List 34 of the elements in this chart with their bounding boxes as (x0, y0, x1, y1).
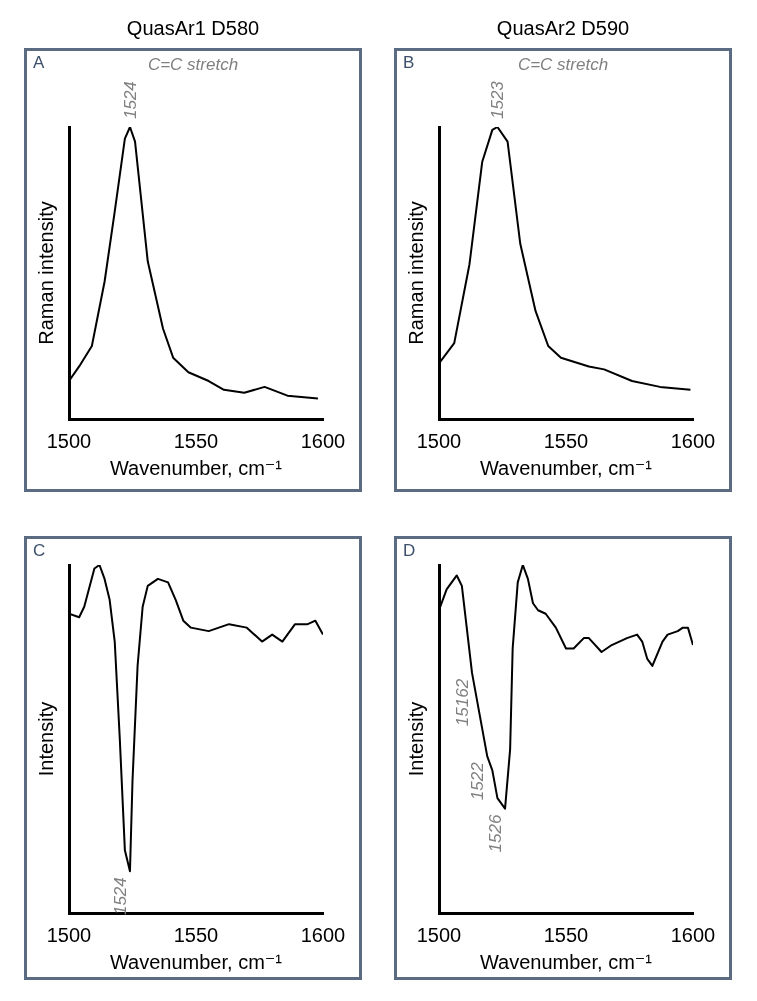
text: C (33, 541, 46, 561)
x-tick-label: 1500 (46, 429, 92, 452)
annotation: 1524 (120, 81, 140, 119)
text: A (33, 53, 45, 73)
x-tick-label: 1600 (300, 429, 346, 452)
x-tick-label: 1550 (173, 429, 219, 452)
x-tick-label: 1500 (46, 923, 92, 946)
chart-subtitle: C=C stretch (517, 55, 609, 74)
x-tick-label: 1500 (416, 429, 462, 452)
annotation: 1522 (468, 761, 488, 801)
text: D (403, 541, 416, 561)
x-tick-label: 1550 (543, 429, 589, 452)
x-tick-label: 1600 (300, 923, 346, 946)
x-tick-label: 1600 (670, 429, 716, 452)
y-axis-title: Intensity (404, 701, 427, 777)
annotation: 1523 (488, 80, 508, 119)
y-axis-title: Raman intensity (34, 201, 57, 345)
chart-subtitle: C=C stretch (147, 55, 239, 74)
annotation: 1526 (486, 814, 506, 853)
y-axis-title: Intensity (34, 701, 57, 777)
x-tick-label: 1600 (670, 923, 716, 946)
x-axis-title: Wavenumber, cm⁻¹ (479, 456, 653, 479)
annotation: 15162 (453, 678, 473, 727)
x-tick-label: 1550 (173, 923, 219, 946)
x-axis-title: Wavenumber, cm⁻¹ (109, 456, 283, 479)
chart-title: QuasAr1 D580 (126, 16, 260, 41)
x-tick-label: 1550 (543, 923, 589, 946)
x-axis-title: Wavenumber, cm⁻¹ (479, 950, 653, 973)
x-tick-label: 1500 (416, 923, 462, 946)
chart-title: QuasAr2 D590 (496, 16, 630, 41)
text: B (403, 53, 415, 73)
x-axis-title: Wavenumber, cm⁻¹ (109, 950, 283, 973)
y-axis-title: Raman intensity (404, 201, 427, 345)
annotation: 1524 (110, 877, 130, 916)
